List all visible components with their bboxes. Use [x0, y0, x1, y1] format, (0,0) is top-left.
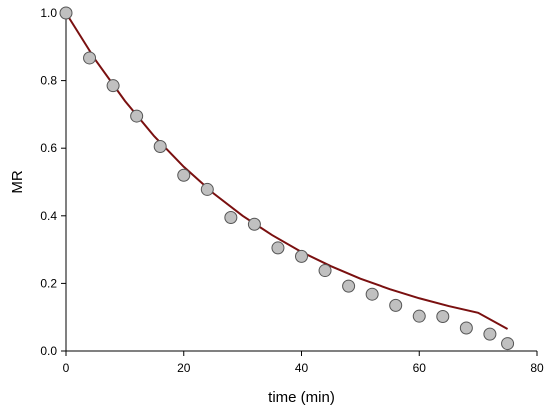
data-point	[153, 140, 167, 154]
x-tick-label: 80	[530, 361, 544, 375]
x-tick-label: 40	[295, 361, 309, 375]
y-tick-label: 0.4	[40, 209, 57, 223]
data-point	[83, 51, 97, 65]
data-point	[247, 217, 261, 231]
data-point	[459, 321, 473, 335]
x-tick-label: 20	[177, 361, 191, 375]
data-point	[130, 109, 144, 123]
data-point	[483, 327, 497, 341]
data-point	[271, 241, 285, 255]
data-point	[436, 310, 450, 324]
x-tick-label: 60	[413, 361, 427, 375]
data-point	[224, 210, 238, 224]
fit-curve-line	[65, 12, 509, 330]
y-ticks: 0.0 0.2 0.4 0.6 0.8 1.0	[40, 6, 66, 358]
data-point	[412, 309, 426, 323]
data-point	[501, 337, 515, 351]
data-point	[200, 182, 214, 196]
data-point	[177, 168, 191, 182]
y-tick-label: 1.0	[40, 6, 57, 20]
data-point	[106, 79, 120, 93]
y-tick-label: 0.0	[40, 344, 57, 358]
plot-area: 0 20 40 60 80 0.0 0.2 0.4 0.6 0.8 1.0	[40, 6, 544, 375]
y-axis-title: MR	[9, 170, 26, 193]
data-point	[295, 249, 308, 263]
x-axis-title: time (min)	[268, 389, 335, 406]
data-point	[318, 264, 332, 278]
series-layer	[59, 6, 515, 351]
data-point	[342, 279, 356, 293]
data-point	[365, 287, 379, 301]
data-point	[389, 298, 403, 312]
y-tick-label: 0.8	[40, 74, 57, 88]
x-tick-label: 0	[63, 361, 70, 375]
y-tick-label: 0.2	[40, 276, 57, 290]
x-ticks: 0 20 40 60 80	[63, 351, 544, 375]
data-point	[59, 6, 73, 20]
y-tick-label: 0.6	[40, 141, 57, 155]
